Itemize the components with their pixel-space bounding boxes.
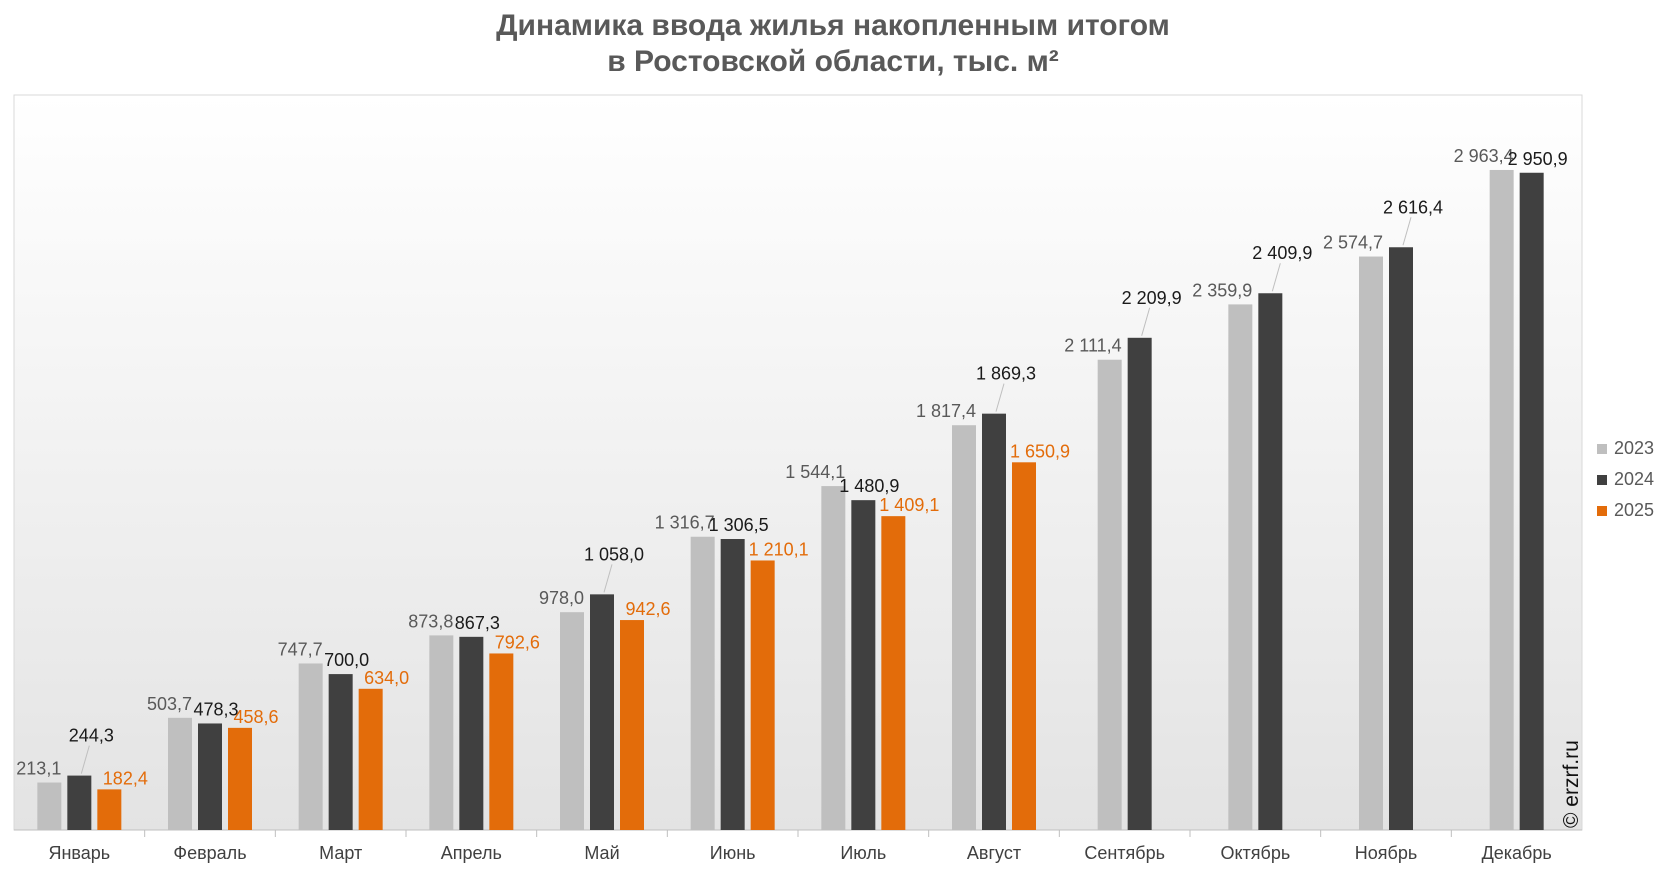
data-label-2024-8: 1 869,3 [976, 364, 1036, 384]
data-label-2024-7: 1 480,9 [839, 476, 899, 496]
bar-2024-8 [982, 413, 1006, 830]
data-label-2023-5: 978,0 [539, 588, 584, 608]
legend-item-2023: 2023 [1597, 433, 1654, 464]
legend: 2023 2024 2025 [1597, 433, 1654, 526]
data-label-2024-3: 700,0 [324, 650, 369, 670]
bar-2025-7 [881, 516, 906, 830]
bar-2024-10 [1258, 293, 1283, 831]
legend-label-2025: 2025 [1614, 500, 1655, 520]
data-label-2023-6: 1 316,7 [655, 513, 715, 533]
leader-line-2024-11 [1402, 217, 1412, 246]
data-label-2024-4: 867,3 [455, 613, 500, 633]
bar-2025-6 [750, 560, 775, 830]
bar-2023-2 [168, 717, 192, 830]
data-label-2023-3: 747,7 [278, 639, 323, 659]
x-tick-label-1: Январь [48, 843, 110, 863]
data-label-2023-8: 1 817,4 [916, 401, 976, 421]
x-tick-label-5: Май [584, 843, 619, 863]
bar-2025-4 [489, 653, 514, 830]
leader-line-2024-8 [995, 383, 1005, 412]
bar-2023-6 [690, 536, 715, 830]
data-label-2025-4: 792,6 [495, 632, 540, 652]
x-tick-label-3: Март [319, 843, 362, 863]
bar-2024-3 [328, 674, 353, 830]
bar-2023-11 [1359, 256, 1383, 831]
chart-title-line-2: в Ростовской области, тыс. м² [607, 45, 1059, 78]
data-label-2024-11: 2 616,4 [1383, 197, 1443, 217]
bar-2024-11 [1389, 247, 1413, 831]
data-label-2024-1: 244,3 [69, 726, 114, 746]
legend-item-2025: 2025 [1597, 495, 1654, 526]
x-tick-label-11: Ноябрь [1355, 843, 1417, 863]
data-label-2023-7: 1 544,1 [785, 462, 845, 482]
bar-2023-8 [952, 425, 976, 830]
data-label-2025-5: 942,6 [625, 599, 670, 619]
leader-line-2024-1 [80, 745, 90, 774]
bar-2024-6 [720, 539, 745, 830]
watermark: © erzrf.ru [1560, 740, 1583, 828]
data-label-2023-10: 2 359,9 [1192, 280, 1252, 300]
bar-2025-8 [1012, 462, 1036, 830]
data-label-2023-1: 213,1 [16, 759, 61, 779]
bar-2023-12 [1489, 169, 1514, 831]
x-tick-label-6: Июнь [710, 843, 756, 863]
data-label-2025-1: 182,4 [103, 768, 148, 788]
legend-swatch-2023 [1597, 443, 1607, 454]
data-label-2023-12: 2 963,4 [1454, 146, 1514, 166]
leader-line-2024-9 [1141, 307, 1151, 336]
x-tick-label-2: Февраль [173, 843, 246, 863]
data-label-2025-7: 1 409,1 [879, 495, 939, 515]
data-label-2024-9: 2 209,9 [1122, 288, 1182, 308]
x-tick-label-10: Октябрь [1220, 843, 1290, 863]
data-label-2023-11: 2 574,7 [1323, 233, 1383, 253]
data-label-2024-10: 2 409,9 [1252, 243, 1312, 263]
x-tick-label-9: Сентябрь [1084, 843, 1165, 863]
data-label-2023-4: 873,8 [408, 611, 453, 631]
bar-2024-5 [590, 594, 614, 830]
bar-2023-1 [37, 782, 62, 830]
bar-2025-5 [620, 620, 644, 830]
x-tick-label-12: Декабрь [1482, 843, 1552, 863]
chart-title-line-1: Динамика ввода жилья накопленным итогом [496, 9, 1170, 42]
data-label-2025-2: 458,6 [233, 707, 278, 727]
data-label-2024-5: 1 058,0 [584, 544, 644, 564]
bar-2024-9 [1127, 337, 1152, 830]
data-label-2025-6: 1 210,1 [749, 539, 809, 559]
legend-item-2024: 2024 [1597, 464, 1654, 495]
x-tick-label-8: Август [967, 843, 1021, 863]
legend-label-2024: 2024 [1614, 469, 1655, 489]
data-label-2024-2: 478,3 [193, 699, 238, 719]
x-tick-label-7: Июль [840, 843, 886, 863]
data-label-2024-12: 2 950,9 [1508, 149, 1568, 169]
bar-2024-12 [1519, 172, 1544, 830]
chart-title: Динамика ввода жилья накопленным итогом … [0, 8, 1666, 80]
legend-swatch-2024 [1597, 474, 1607, 485]
bar-2023-10 [1228, 304, 1253, 831]
legend-swatch-2025 [1597, 505, 1607, 516]
bar-2024-4 [459, 636, 484, 830]
bar-2024-2 [198, 723, 222, 830]
bar-2023-9 [1097, 359, 1122, 830]
data-label-2024-6: 1 306,5 [709, 515, 769, 535]
leader-line-2024-10 [1271, 263, 1281, 292]
bar-2023-5 [560, 612, 584, 830]
bar-2025-2 [228, 727, 252, 830]
bar-2025-3 [358, 688, 383, 830]
bar-2023-4 [429, 635, 454, 830]
bar-2023-3 [298, 663, 323, 830]
legend-label-2023: 2023 [1614, 438, 1655, 458]
data-label-2023-9: 2 111,4 [1064, 336, 1121, 356]
x-tick-label-4: Апрель [441, 843, 502, 863]
data-label-2025-3: 634,0 [364, 668, 409, 688]
bar-2025-1 [97, 789, 122, 830]
data-label-2025-8: 1 650,9 [1010, 441, 1070, 461]
leader-line-2024-5 [603, 564, 613, 593]
data-label-2023-2: 503,7 [147, 694, 192, 714]
plot-area [13, 94, 1583, 831]
bar-2024-1 [67, 775, 92, 830]
bar-2023-7 [821, 486, 846, 830]
bar-2024-7 [851, 500, 876, 830]
